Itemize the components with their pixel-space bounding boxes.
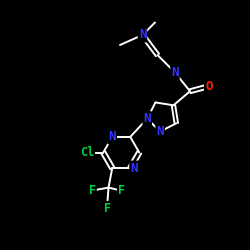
Text: N: N — [139, 28, 146, 42]
Text: F: F — [118, 184, 125, 196]
Text: F: F — [89, 184, 96, 196]
Text: N: N — [130, 162, 138, 174]
Text: N: N — [108, 130, 116, 143]
Text: N: N — [144, 112, 151, 125]
Text: O: O — [205, 80, 212, 93]
Text: N: N — [171, 66, 179, 79]
Text: N: N — [156, 125, 164, 138]
Text: F: F — [104, 202, 111, 215]
Text: Cl: Cl — [80, 146, 94, 159]
